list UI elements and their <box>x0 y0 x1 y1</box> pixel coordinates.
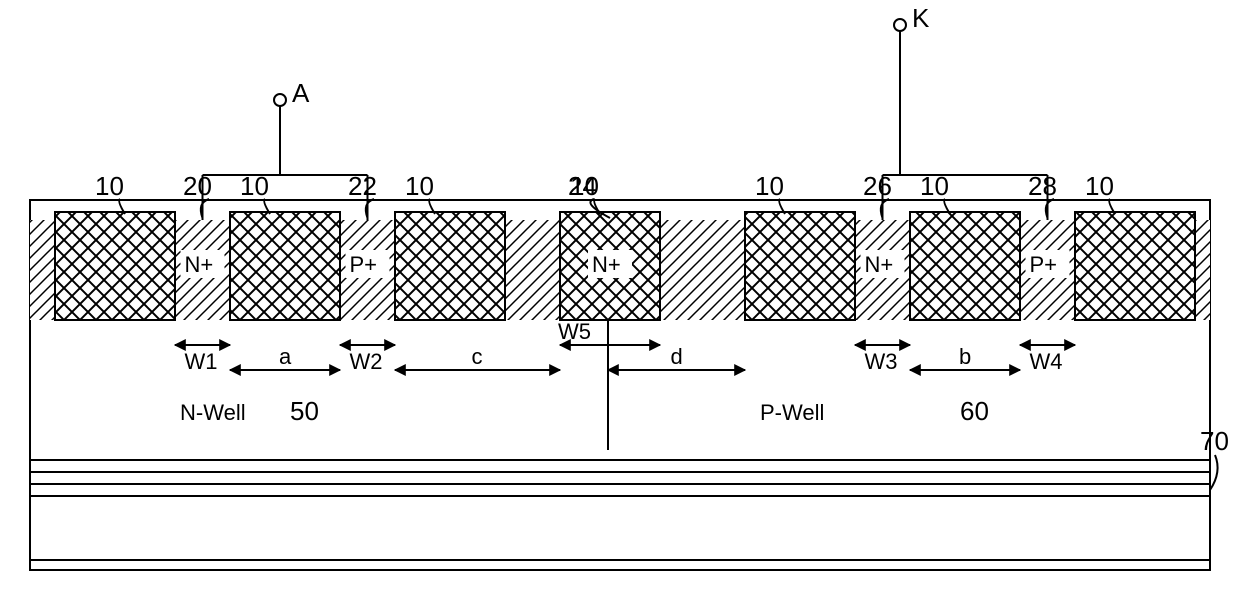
doped-label: N+ <box>865 252 894 277</box>
ref-70: 70 <box>1200 426 1229 456</box>
terminal-A-label: A <box>292 78 310 108</box>
dim-label-W1: W1 <box>185 349 218 374</box>
terminal-K-label: K <box>912 3 930 33</box>
dim-label-W3: W3 <box>865 349 898 374</box>
sti-box <box>910 212 1020 320</box>
span-label-c: c <box>472 344 483 369</box>
ref-leader-70 <box>1210 455 1218 490</box>
ref-10: 10 <box>95 171 124 201</box>
nwell-label: N-Well <box>180 400 246 425</box>
ref-10: 10 <box>755 171 784 201</box>
terminal-A-node <box>274 94 286 106</box>
ref-10: 10 <box>405 171 434 201</box>
dim-label-W2: W2 <box>350 349 383 374</box>
doped-label: P+ <box>1030 252 1058 277</box>
dim-label-W5: W5 <box>558 319 591 344</box>
span-label-b: b <box>959 344 971 369</box>
span-label-d: d <box>671 344 683 369</box>
doped-label: P+ <box>350 252 378 277</box>
pwell-label: P-Well <box>760 400 824 425</box>
sti-box <box>395 212 505 320</box>
ref-60: 60 <box>960 396 989 426</box>
ref-50: 50 <box>290 396 319 426</box>
sti-box <box>1075 212 1195 320</box>
ref-24: 24 <box>568 171 597 201</box>
doped-label: N+ <box>185 252 214 277</box>
span-label-a: a <box>279 344 292 369</box>
sti-box <box>55 212 175 320</box>
dim-label-W4: W4 <box>1030 349 1063 374</box>
doped-label: N+ <box>592 252 621 277</box>
terminal-K-node <box>894 19 906 31</box>
ref-10: 10 <box>1085 171 1114 201</box>
sti-box <box>745 212 855 320</box>
sti-box <box>230 212 340 320</box>
